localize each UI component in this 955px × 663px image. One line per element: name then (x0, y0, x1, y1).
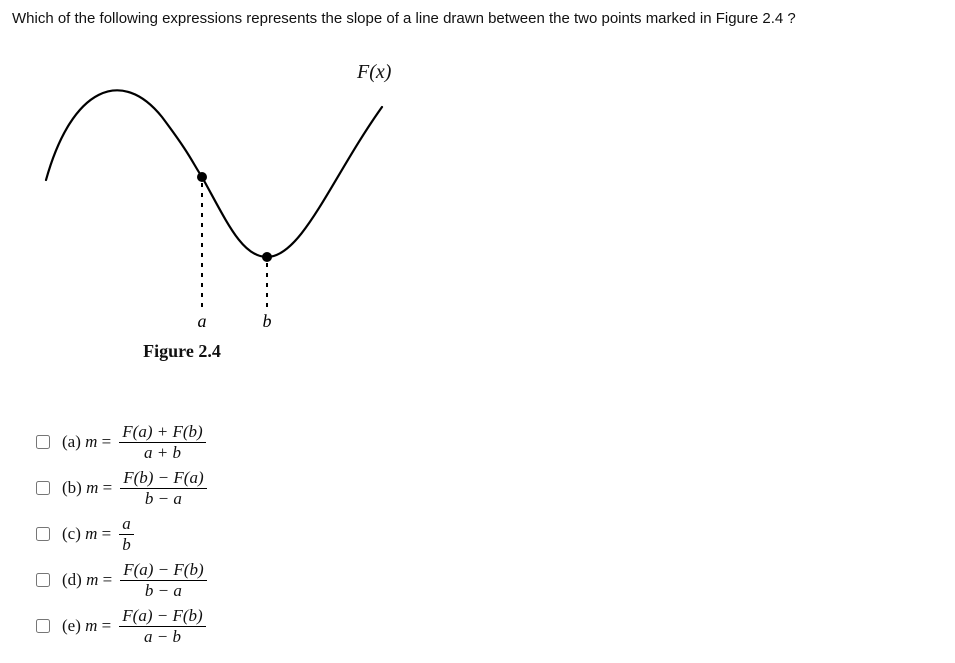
option-c-prefix: (c) m = (62, 524, 111, 544)
option-c-row: (c) m = a b (32, 514, 943, 554)
option-a-prefix: (a) m = (62, 432, 111, 452)
figure-2-4: F(x) ab Figure 2.4 (42, 47, 402, 362)
option-e-prefix: (e) m = (62, 616, 111, 636)
option-d-num: F(a) − F(b) (120, 560, 206, 580)
option-e-math: (e) m = F(a) − F(b) a − b (62, 606, 206, 646)
option-c-den: b (119, 535, 134, 555)
option-b-row: (b) m = F(b) − F(a) b − a (32, 468, 943, 508)
option-b-den: b − a (142, 489, 185, 509)
option-c-math: (c) m = a b (62, 514, 134, 554)
svg-text:a: a (198, 311, 207, 331)
function-label: F(x) (357, 61, 391, 84)
option-c-checkbox[interactable] (36, 527, 50, 541)
option-e-row: (e) m = F(a) − F(b) a − b (32, 606, 943, 646)
curve-svg: ab (42, 47, 402, 337)
question-text: Which of the following expressions repre… (12, 10, 943, 27)
option-a-math: (a) m = F(a) + F(b) a + b (62, 422, 206, 462)
option-a-num: F(a) + F(b) (119, 422, 205, 442)
option-b-checkbox[interactable] (36, 481, 50, 495)
option-d-math: (d) m = F(a) − F(b) b − a (62, 560, 207, 600)
svg-text:b: b (263, 311, 272, 331)
option-b-math: (b) m = F(b) − F(a) b − a (62, 468, 207, 508)
option-b-num: F(b) − F(a) (120, 468, 206, 488)
option-d-checkbox[interactable] (36, 573, 50, 587)
option-a-checkbox[interactable] (36, 435, 50, 449)
answer-options: (a) m = F(a) + F(b) a + b (b) m = F(b) −… (32, 422, 943, 646)
option-a-row: (a) m = F(a) + F(b) a + b (32, 422, 943, 462)
option-a-den: a + b (141, 443, 184, 463)
figure-caption: Figure 2.4 (82, 341, 282, 362)
option-d-row: (d) m = F(a) − F(b) b − a (32, 560, 943, 600)
option-d-prefix: (d) m = (62, 570, 112, 590)
option-e-num: F(a) − F(b) (119, 606, 205, 626)
option-e-checkbox[interactable] (36, 619, 50, 633)
option-c-num: a (119, 514, 134, 534)
option-d-den: b − a (142, 581, 185, 601)
option-e-den: a − b (141, 627, 184, 647)
option-b-prefix: (b) m = (62, 478, 112, 498)
